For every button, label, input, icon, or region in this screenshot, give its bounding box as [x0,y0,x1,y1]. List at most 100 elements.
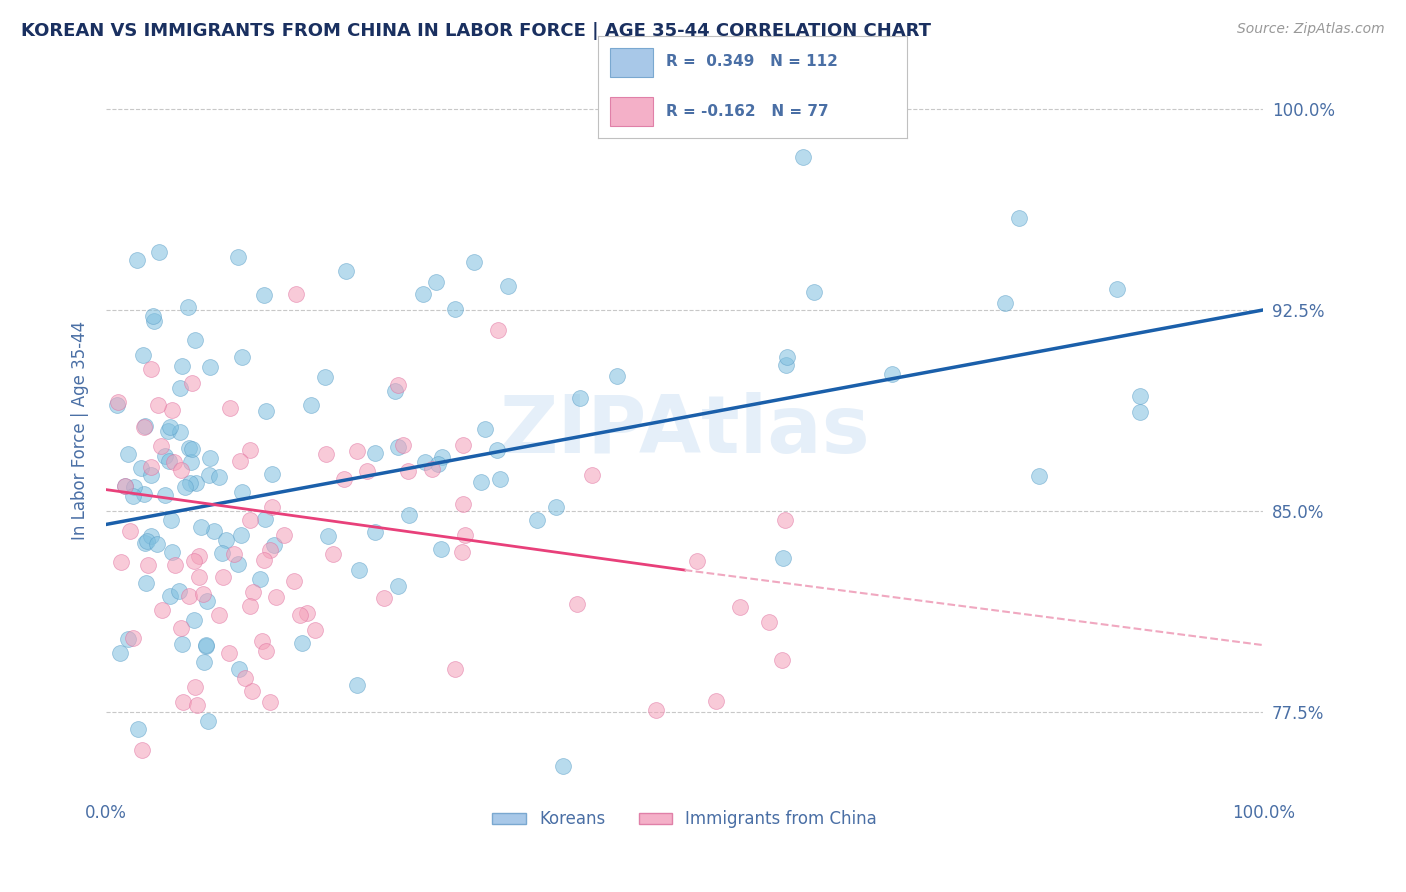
Point [173,480,195,494]
Point [262,500,284,515]
Point [121,632,143,646]
Point [146,537,169,551]
Point [211,546,233,560]
Point [127,252,149,267]
Point [288,608,311,623]
Point [195,594,218,608]
Point [193,655,215,669]
Point [218,646,240,660]
Point [169,425,191,440]
Point [253,553,276,567]
Point [318,529,340,543]
Point [194,639,217,653]
Point [231,350,253,364]
Point [356,464,378,478]
Point [114,479,136,493]
Point [134,419,156,434]
Point [239,599,262,614]
Point [544,500,567,515]
Point [775,358,797,372]
Point [229,528,252,542]
Text: ZIPAtlas: ZIPAtlas [499,392,870,469]
Point [304,623,326,637]
Point [432,450,454,464]
Point [239,442,262,457]
Point [233,671,256,685]
Point [136,533,159,548]
Point [1008,211,1031,226]
Point [332,472,354,486]
Legend: Koreans, Immigrants from China: Koreans, Immigrants from China [485,804,883,835]
Point [425,275,447,289]
Point [159,420,181,434]
Point [420,461,443,475]
Point [228,662,250,676]
Point [486,323,509,337]
Point [157,424,180,438]
Point [183,614,205,628]
Point [183,554,205,568]
Point [142,309,165,323]
Point [413,455,436,469]
Point [776,351,799,365]
Point [273,527,295,541]
Point [364,524,387,539]
Point [387,440,409,454]
Point [263,537,285,551]
Point [444,301,467,316]
Point [131,461,153,475]
Point [132,348,155,362]
Point [474,422,496,436]
Point [184,680,207,694]
Point [134,536,156,550]
Point [180,376,202,390]
Point [496,278,519,293]
Point [396,464,419,478]
Point [134,419,156,434]
Point [170,621,193,635]
Point [551,759,574,773]
Point [1028,469,1050,483]
Point [260,467,283,481]
Point [197,714,219,728]
Point [254,644,277,658]
Point [686,554,709,568]
Text: Source: ZipAtlas.com: Source: ZipAtlas.com [1237,22,1385,37]
Bar [610,97,654,126]
Point [427,457,450,471]
Point [253,288,276,302]
Point [179,589,201,603]
Point [208,608,231,623]
Point [117,632,139,647]
Point [254,404,277,418]
Point [285,286,308,301]
Point [176,300,198,314]
Point [219,401,242,416]
Point [105,398,128,412]
Point [226,557,249,571]
Point [470,475,492,490]
Point [568,392,591,406]
Point [259,543,281,558]
Point [117,447,139,461]
Point [215,533,238,548]
Point [187,549,209,564]
Point [772,550,794,565]
Point [132,487,155,501]
Point [242,584,264,599]
Point [803,285,825,299]
Point [139,361,162,376]
Text: R =  0.349   N = 112: R = 0.349 N = 112 [665,54,838,70]
Point [1129,389,1152,403]
Point [165,558,187,572]
Point [463,255,485,269]
Point [349,564,371,578]
Point [191,587,214,601]
Point [186,698,208,713]
Point [254,512,277,526]
Point [346,678,368,692]
Point [384,384,406,398]
Point [157,454,180,468]
Point [170,463,193,477]
Point [202,524,225,539]
